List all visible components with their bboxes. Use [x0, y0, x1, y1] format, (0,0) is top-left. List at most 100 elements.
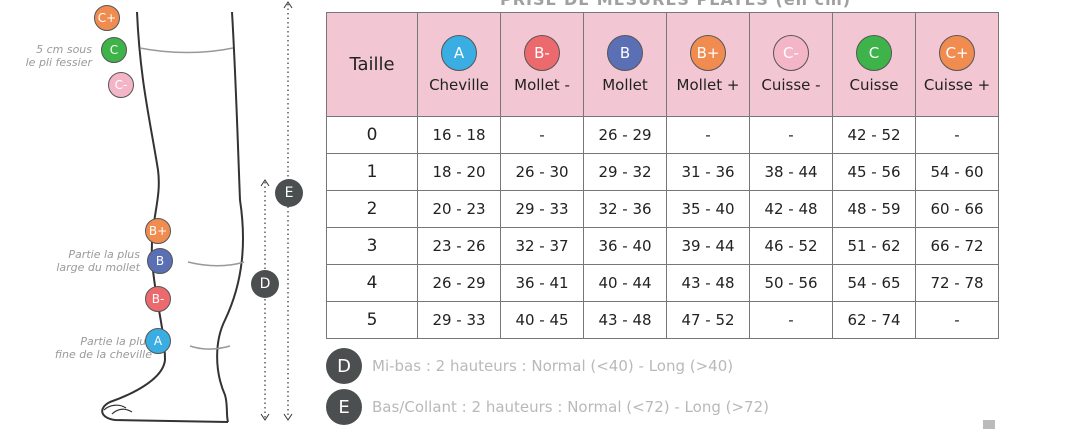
- measure-cell: 18 - 20: [417, 153, 501, 191]
- measure-cell: 50 - 56: [749, 264, 833, 302]
- measure-cell: 32 - 36: [583, 190, 667, 228]
- measure-cell: 29 - 32: [583, 153, 667, 191]
- measure-cell: 43 - 48: [666, 264, 750, 302]
- measure-cell: 72 - 78: [915, 264, 999, 302]
- measure-cell: 40 - 45: [500, 301, 584, 339]
- column-code-circle: B-: [524, 35, 560, 71]
- measure-cell: 48 - 59: [832, 190, 916, 228]
- measure-cell: 23 - 26: [417, 227, 501, 265]
- measure-cell: 54 - 60: [915, 153, 999, 191]
- measure-cell: 35 - 40: [666, 190, 750, 228]
- dimension-e-marker: E: [275, 179, 303, 207]
- table-row: 3 23 - 26 32 - 37 36 - 40 39 - 44 46 - 5…: [326, 227, 999, 265]
- measure-cell: 26 - 29: [417, 264, 501, 302]
- marker-c-minus: C-: [108, 72, 134, 98]
- marker-a: A: [145, 328, 171, 354]
- measure-cell: 45 - 56: [832, 153, 916, 191]
- table-row: 2 20 - 23 29 - 33 32 - 36 35 - 40 42 - 4…: [326, 190, 999, 228]
- note-d-marker: D: [326, 348, 362, 384]
- table-row: 0 16 - 18 - 26 - 29 - - 42 - 52 -: [326, 116, 999, 154]
- measure-cell: 36 - 40: [583, 227, 667, 265]
- column-label: Cuisse: [849, 76, 899, 94]
- marker-c: C: [101, 37, 127, 63]
- measure-cell: 43 - 48: [583, 301, 667, 339]
- measure-cell: 16 - 18: [417, 116, 501, 154]
- table-row: 5 29 - 33 40 - 45 43 - 48 47 - 52 - 62 -…: [326, 301, 999, 339]
- marker-b-plus: B+: [145, 218, 171, 244]
- measure-cell: 60 - 66: [915, 190, 999, 228]
- ankle-label: Partie la plus fine de la cheville: [20, 335, 152, 361]
- measure-cell: -: [915, 116, 999, 154]
- measure-cell: 54 - 65: [832, 264, 916, 302]
- measure-cell: 36 - 41: [500, 264, 584, 302]
- note-e-text: Bas/Collant : 2 hauteurs : Normal (<72) …: [372, 398, 769, 416]
- column-label: Mollet: [602, 76, 648, 94]
- ankle-label-line2: fine de la cheville: [54, 348, 152, 361]
- leg-illustration: C+ 5 cm sous le pli fessier C C- B+ Part…: [0, 0, 310, 429]
- column-label: Cheville: [429, 76, 489, 94]
- marker-c-plus: C+: [94, 5, 120, 31]
- measure-cell: 46 - 52: [749, 227, 833, 265]
- size-cell: 1: [326, 153, 418, 191]
- column-header: C+ Cuisse +: [915, 12, 999, 117]
- measure-cell: 31 - 36: [666, 153, 750, 191]
- column-header: C Cuisse: [832, 12, 916, 117]
- column-label: Cuisse -: [761, 76, 821, 94]
- column-header: B Mollet: [583, 12, 667, 117]
- measure-cell: -: [749, 301, 833, 339]
- page-title: PRISE DE MESURES PLATES (en cm): [500, 0, 851, 9]
- marker-b-minus: B-: [145, 286, 171, 312]
- measure-cell: 26 - 30: [500, 153, 584, 191]
- size-cell: 2: [326, 190, 418, 228]
- column-code-circle: B+: [690, 35, 726, 71]
- table-header-row: Taille A Cheville B- Mollet - B Mollet B+ Mo…: [326, 12, 999, 117]
- measure-cell: 29 - 33: [417, 301, 501, 339]
- measure-cell: 66 - 72: [915, 227, 999, 265]
- measure-cell: -: [666, 116, 750, 154]
- dimension-d-marker: D: [251, 270, 279, 298]
- table-row: 4 26 - 29 36 - 41 40 - 44 43 - 48 50 - 5…: [326, 264, 999, 302]
- measure-cell: 39 - 44: [666, 227, 750, 265]
- measure-cell: 42 - 52: [832, 116, 916, 154]
- calf-label-line2: large du mollet: [56, 261, 140, 274]
- column-code-circle: C+: [939, 35, 975, 71]
- ankle-label-line1: Partie la plus: [80, 335, 152, 348]
- measure-cell: -: [500, 116, 584, 154]
- note-d-text: Mi-bas : 2 hauteurs : Normal (<40) - Lon…: [372, 357, 734, 375]
- marker-b: B: [147, 248, 173, 274]
- column-label: Mollet +: [676, 76, 740, 94]
- measure-cell: 51 - 62: [832, 227, 916, 265]
- size-cell: 4: [326, 264, 418, 302]
- size-column-header: Taille: [326, 12, 418, 117]
- measure-cell: 47 - 52: [666, 301, 750, 339]
- measure-cell: 32 - 37: [500, 227, 584, 265]
- column-header: B- Mollet -: [500, 12, 584, 117]
- size-cell: 0: [326, 116, 418, 154]
- note-e: E Bas/Collant : 2 hauteurs : Normal (<72…: [326, 389, 769, 425]
- corner-logo-mark: [983, 420, 995, 429]
- column-code-circle: A: [441, 35, 477, 71]
- measure-cell: 26 - 29: [583, 116, 667, 154]
- calf-label-line1: Partie la plus: [68, 248, 140, 261]
- measure-cell: 62 - 74: [832, 301, 916, 339]
- thigh-label-line1: 5 cm sous: [36, 43, 92, 56]
- measure-cell: 29 - 33: [500, 190, 584, 228]
- column-header: C- Cuisse -: [749, 12, 833, 117]
- measure-cell: -: [915, 301, 999, 339]
- measure-cell: 42 - 48: [749, 190, 833, 228]
- size-cell: 5: [326, 301, 418, 339]
- measure-cell: 38 - 44: [749, 153, 833, 191]
- measure-cell: -: [749, 116, 833, 154]
- column-code-circle: B: [607, 35, 643, 71]
- column-label: Mollet -: [514, 76, 570, 94]
- calf-label: Partie la plus large du mollet: [20, 248, 140, 274]
- measure-cell: 40 - 44: [583, 264, 667, 302]
- note-e-marker: E: [326, 389, 362, 425]
- size-cell: 3: [326, 227, 418, 265]
- column-code-circle: C-: [773, 35, 809, 71]
- table-row: 1 18 - 20 26 - 30 29 - 32 31 - 36 38 - 4…: [326, 153, 999, 191]
- column-label: Cuisse +: [923, 76, 991, 94]
- measure-cell: 20 - 23: [417, 190, 501, 228]
- size-chart-table: Taille A Cheville B- Mollet - B Mollet B+ Mo…: [326, 12, 999, 339]
- thigh-label: 5 cm sous le pli fessier: [10, 43, 92, 69]
